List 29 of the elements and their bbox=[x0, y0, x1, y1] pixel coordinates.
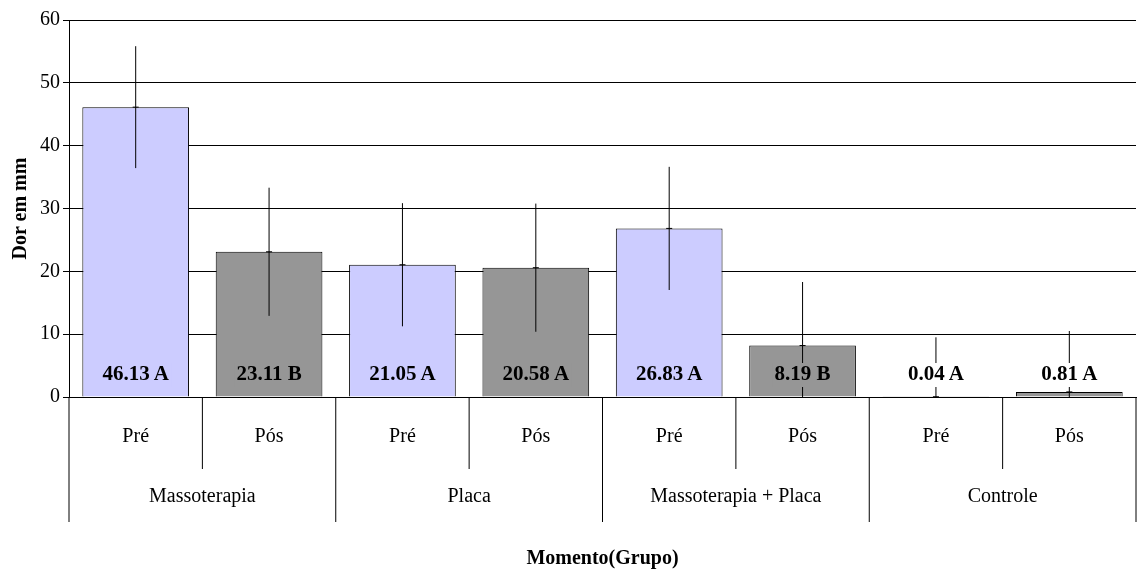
x-tick-label: Pré bbox=[922, 424, 950, 447]
text: Placa bbox=[447, 484, 491, 507]
data-label: 0.81 A bbox=[1041, 361, 1099, 386]
x-tick-label: Pós bbox=[1054, 424, 1084, 447]
y-tick-label: 0 bbox=[50, 384, 60, 407]
data-label: 20.58 A bbox=[502, 361, 570, 386]
x-tick-label: Pós bbox=[254, 424, 284, 447]
data-label: 0.04 A bbox=[907, 361, 965, 386]
data-label: 21.05 A bbox=[369, 361, 437, 386]
x-tick-label: Pré bbox=[655, 424, 683, 447]
x-tick-label: Pós bbox=[788, 424, 818, 447]
x-axis-title: Momento(Grupo) bbox=[526, 546, 679, 570]
data-label: 8.19 B bbox=[774, 361, 831, 386]
text: Massoterapia + Placa bbox=[650, 484, 822, 508]
data-label: 26.83 A bbox=[635, 361, 704, 386]
y-tick-label: 50 bbox=[40, 70, 60, 93]
y-tick-label: 40 bbox=[40, 132, 60, 155]
x-tick-label: Pré bbox=[122, 424, 150, 447]
y-tick-label: 10 bbox=[40, 321, 60, 344]
x-tick-label: Pós bbox=[521, 424, 551, 447]
y-tick-label: 30 bbox=[40, 195, 60, 218]
y-tick-label: 20 bbox=[40, 258, 60, 281]
x-tick-label: Pré bbox=[389, 424, 416, 447]
y-tick-label: 60 bbox=[40, 7, 60, 30]
y-axis-title: Dor em mm bbox=[8, 157, 31, 260]
data-label: 23.11 B bbox=[236, 361, 302, 386]
data-label: 46.13 A bbox=[102, 361, 170, 386]
text: Controle bbox=[967, 484, 1038, 507]
text: Massoterapia bbox=[149, 484, 256, 508]
